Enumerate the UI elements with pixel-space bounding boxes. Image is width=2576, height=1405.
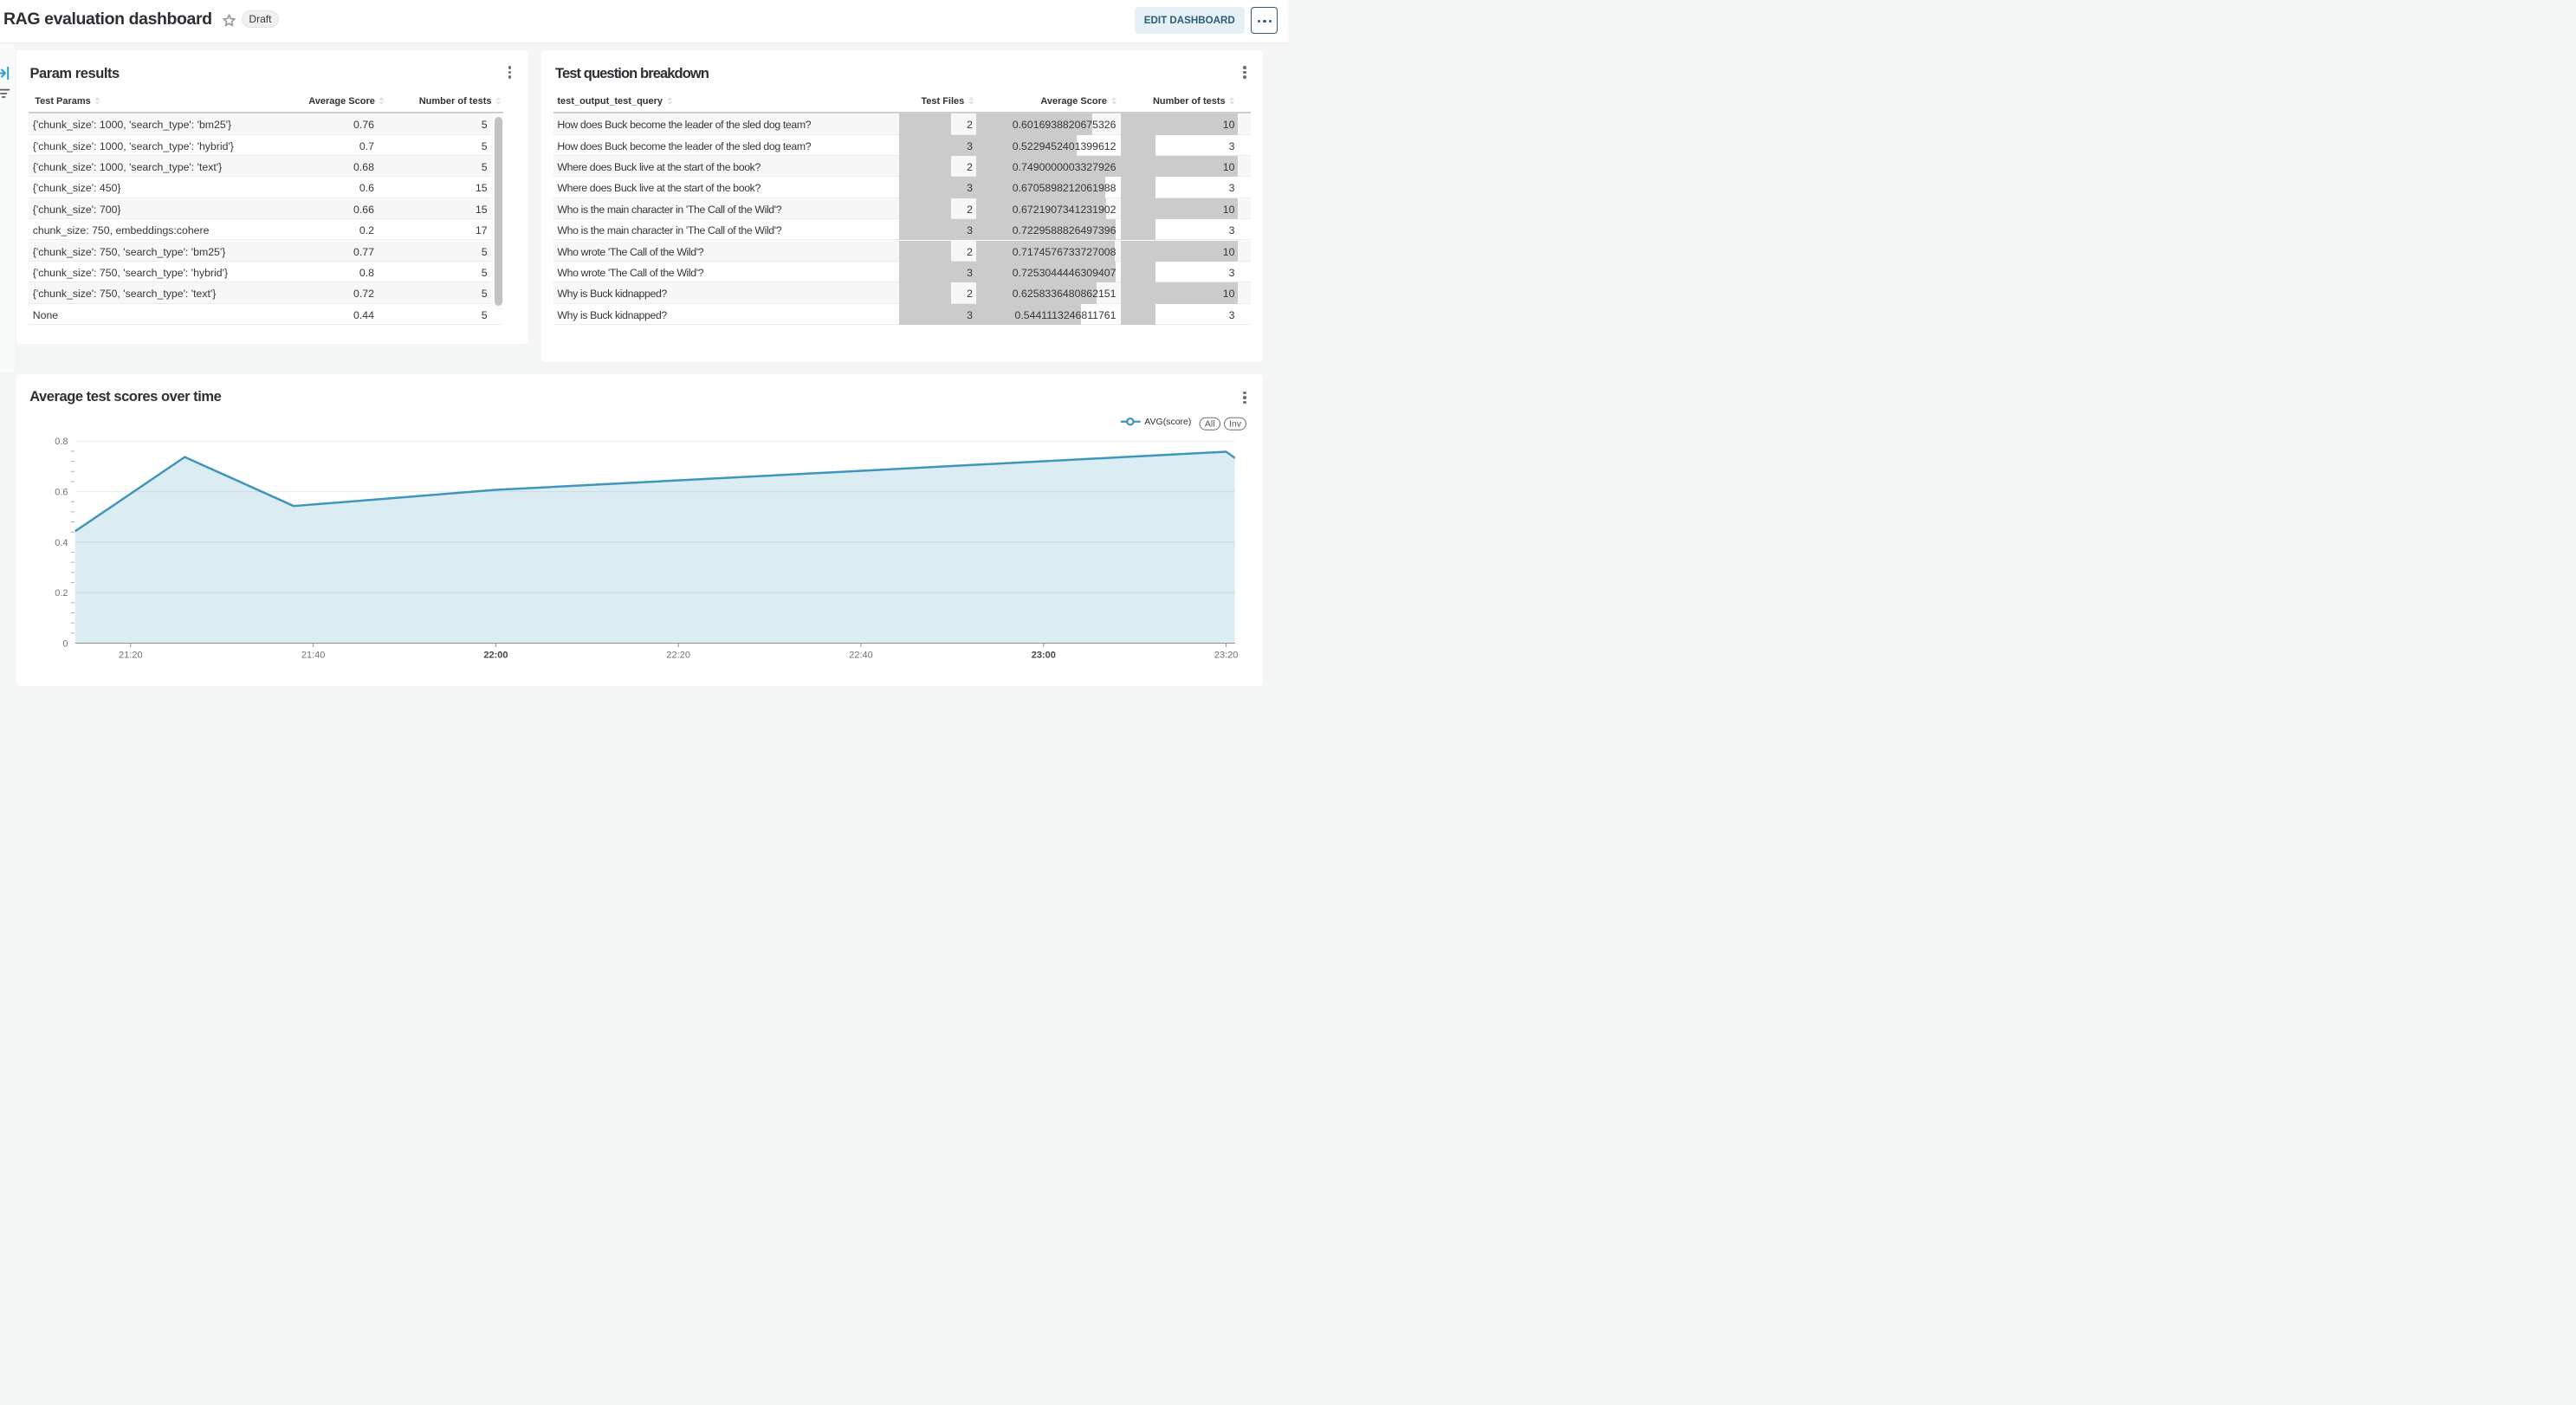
svg-text:0.2: 0.2	[55, 588, 68, 599]
svg-text:Inv: Inv	[1229, 418, 1242, 429]
svg-text:21:40: 21:40	[301, 650, 326, 660]
svg-text:21:20: 21:20	[119, 650, 143, 660]
svg-text:0.8: 0.8	[55, 437, 68, 447]
svg-text:All: All	[1205, 418, 1215, 429]
svg-text:0: 0	[62, 638, 68, 649]
svg-text:22:40: 22:40	[849, 650, 873, 660]
svg-text:23:20: 23:20	[1214, 650, 1239, 660]
svg-text:0.4: 0.4	[55, 538, 68, 548]
svg-text:AVG(score): AVG(score)	[1144, 417, 1191, 427]
svg-text:22:20: 22:20	[666, 650, 690, 660]
svg-text:22:00: 22:00	[483, 650, 508, 660]
svg-text:0.6: 0.6	[55, 487, 68, 497]
svg-text:23:00: 23:00	[1032, 650, 1056, 660]
